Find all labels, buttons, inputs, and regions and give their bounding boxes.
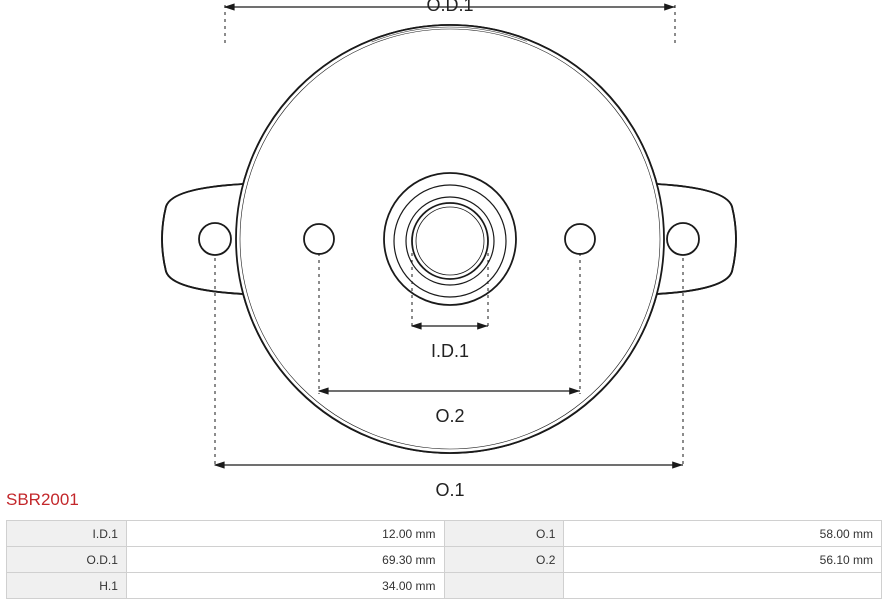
- dimensions-table: I.D.112.00 mmO.158.00 mmO.D.169.30 mmO.2…: [6, 520, 882, 599]
- table-label-cell: H.1: [7, 573, 127, 599]
- table-row: H.134.00 mm: [7, 573, 882, 599]
- table-value-cell: 34.00 mm: [126, 573, 444, 599]
- table-value-cell: 56.10 mm: [564, 547, 882, 573]
- technical-drawing: O.D.1 I.D.1 O.2 O.1 SBR2001: [0, 0, 889, 495]
- table-label-cell: O.1: [444, 521, 564, 547]
- dim-label-od1: O.D.1: [426, 0, 473, 16]
- table-label-cell: I.D.1: [7, 521, 127, 547]
- table-value-cell: 12.00 mm: [126, 521, 444, 547]
- dim-label-id1: I.D.1: [431, 341, 469, 362]
- table-label-cell: O.D.1: [7, 547, 127, 573]
- table-row: I.D.112.00 mmO.158.00 mm: [7, 521, 882, 547]
- dim-label-o1: O.1: [435, 480, 464, 501]
- table-label-cell: [444, 573, 564, 599]
- dim-label-o2: O.2: [435, 406, 464, 427]
- table-value-cell: [564, 573, 882, 599]
- table-value-cell: 69.30 mm: [126, 547, 444, 573]
- table-label-cell: O.2: [444, 547, 564, 573]
- table-row: O.D.169.30 mmO.256.10 mm: [7, 547, 882, 573]
- part-number: SBR2001: [6, 490, 79, 510]
- table-value-cell: 58.00 mm: [564, 521, 882, 547]
